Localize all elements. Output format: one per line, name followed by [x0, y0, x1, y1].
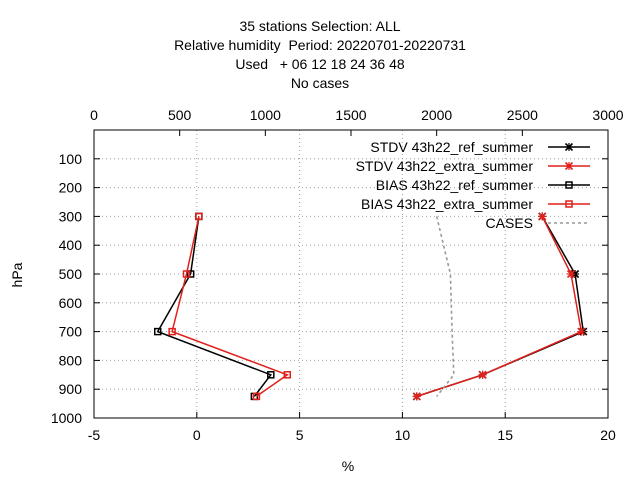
- x-tick-label: 15: [497, 427, 513, 443]
- series-1-point: [538, 212, 547, 221]
- x2-tick-label: 0: [90, 107, 98, 123]
- axis-layer: -5 0 5 10 15 200 500 1000 1500 2000 2500 3000100200…: [51, 107, 624, 443]
- legend-label: BIAS 43h22_ref_summer: [376, 177, 534, 193]
- y-axis-label: hPa: [9, 262, 25, 287]
- series-3-point: [252, 392, 261, 401]
- x2-tick-label: 500: [168, 107, 192, 123]
- legend-label: STDV 43h22_extra_summer: [356, 158, 534, 174]
- series-2-point: [186, 270, 195, 278]
- chart-title-line-3: Used + 06 12 18 24 36 48: [235, 56, 405, 72]
- y-tick-label: 100: [59, 151, 83, 167]
- x2-tick-label: 2000: [421, 107, 452, 123]
- series-3-point: [168, 327, 176, 336]
- y-tick-label: 1000: [51, 410, 82, 426]
- x-tick-label: 20: [600, 427, 616, 443]
- x2-tick-label: 1000: [250, 107, 281, 123]
- legend-swatch-marker: [564, 161, 574, 171]
- y-tick-label: 500: [59, 266, 83, 282]
- series-1-point: [577, 327, 586, 336]
- series-2-point: [267, 371, 275, 379]
- series-line-2: [156, 216, 273, 397]
- y-tick-label: 200: [59, 180, 83, 196]
- x-tick-label: 5: [296, 427, 304, 443]
- legend-swatch-marker: [565, 181, 573, 189]
- chart-title-line-1: 35 stations Selection: ALL: [239, 18, 401, 34]
- series-1-point: [566, 269, 576, 279]
- x-tick-label: 10: [395, 427, 411, 443]
- y-tick-label: 700: [59, 324, 83, 340]
- series-line-3: [171, 216, 289, 398]
- x-axis-label: %: [342, 458, 354, 474]
- legend-swatch-marker: [565, 200, 573, 208]
- grid-layer: [94, 130, 608, 418]
- series-line-0: [416, 216, 585, 398]
- x-tick-label: -5: [88, 427, 101, 443]
- series-1-point: [478, 370, 487, 379]
- y-tick-label: 300: [59, 208, 83, 224]
- x2-tick-label: 2500: [507, 107, 538, 123]
- x2-tick-label: 1500: [335, 107, 366, 123]
- y-tick-label: 600: [59, 295, 83, 311]
- chart-title-line-2: Relative humidity Period: 20220701-20220…: [174, 37, 466, 53]
- series-line-4: [435, 216, 455, 397]
- series-line-1: [416, 216, 583, 398]
- legend-label: CASES: [486, 215, 533, 231]
- legend-label: STDV 43h22_ref_summer: [370, 139, 533, 155]
- y-tick-label: 900: [59, 381, 83, 397]
- series-layer: [153, 212, 588, 401]
- legend-swatch-marker: [564, 142, 574, 152]
- series-3-point: [182, 270, 191, 278]
- series-2-point: [153, 327, 162, 336]
- series-3-point: [283, 371, 292, 379]
- plot-frame: [93, 129, 609, 419]
- legend: STDV 43h22_ref_summer STDV 43h22_extra_su…: [356, 139, 590, 231]
- y-tick-label: 400: [59, 237, 83, 253]
- series-1-point: [412, 392, 421, 401]
- legend-label: BIAS 43h22_extra_summer: [361, 196, 533, 212]
- x-tick-label: 0: [193, 427, 201, 443]
- chart-title-line-4: No cases: [290, 75, 350, 91]
- series-3-point: [195, 212, 203, 221]
- y-tick-label: 800: [59, 352, 83, 368]
- x2-tick-label: 3000: [592, 107, 623, 123]
